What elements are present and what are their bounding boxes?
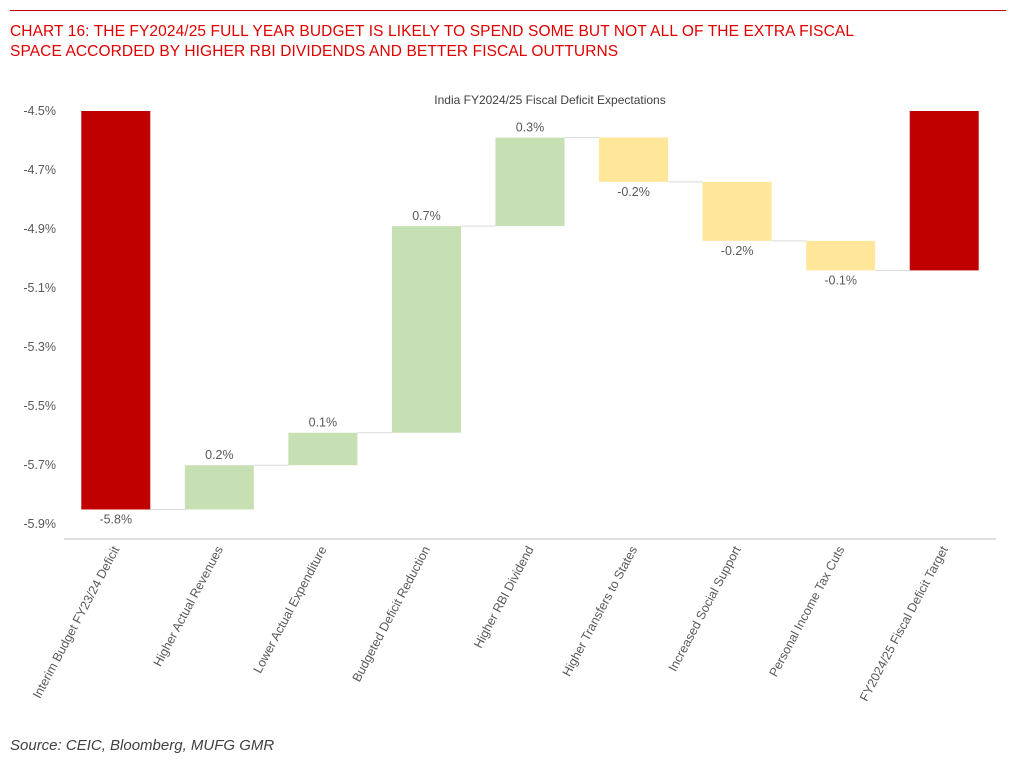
y-tick-label: -5.1% <box>23 281 56 295</box>
data-label: 0.7% <box>412 209 441 223</box>
data-label: -0.1% <box>824 273 857 287</box>
y-tick-label: -4.9% <box>23 222 56 236</box>
bar-increase <box>184 465 254 510</box>
x-tick-label: Higher Actual Revenues <box>151 544 226 669</box>
x-tick-label: Higher RBI Dividend <box>471 544 537 651</box>
chart-heading-line-2: SPACE ACCORDED BY HIGHER RBI DIVIDENDS A… <box>10 43 619 60</box>
x-tick-label: Lower Actual Expenditure <box>251 544 330 676</box>
data-label: 0.1% <box>309 416 338 430</box>
y-tick-label: -5.7% <box>23 458 56 472</box>
y-tick-label: -5.3% <box>23 340 56 354</box>
data-label: -0.2% <box>721 244 754 258</box>
bar-decrease <box>806 240 876 271</box>
top-rule <box>10 10 1006 11</box>
source-note: Source: CEIC, Bloomberg, MUFG GMR <box>10 737 275 754</box>
x-tick-label: Higher Transfers to States <box>560 544 641 679</box>
bar-decrease <box>599 137 669 182</box>
y-tick-label: -4.5% <box>23 104 56 118</box>
bar-increase <box>495 137 565 227</box>
x-tick-label: FY2024/25 Fiscal Deficit Target <box>857 543 951 703</box>
bar-total <box>909 111 979 271</box>
chart-heading-line-1: CHART 16: THE FY2024/25 FULL YEAR BUDGET… <box>10 23 855 40</box>
bar-total <box>81 111 151 510</box>
data-label: -5.8% <box>99 512 132 526</box>
x-tick-label: Budgeted Deficit Reduction <box>350 544 434 684</box>
waterfall-chart: India FY2024/25 Fiscal Deficit Expectati… <box>23 93 996 704</box>
bar-increase <box>288 432 358 466</box>
y-tick-label: -5.5% <box>23 399 56 413</box>
bar-decrease <box>702 181 772 241</box>
bar-increase <box>391 226 461 433</box>
chart-title: India FY2024/25 Fiscal Deficit Expectati… <box>434 93 665 107</box>
chart-heading: CHART 16: THE FY2024/25 FULL YEAR BUDGET… <box>10 22 1010 62</box>
x-tick-label: Personal Income Tax Cuts <box>767 544 848 679</box>
x-tick-label: Increased Social Support <box>666 543 744 673</box>
y-tick-label: -4.7% <box>23 163 56 177</box>
x-tick-label: Interim Budget FY23/24 Deficit <box>30 543 123 700</box>
data-label: -0.2% <box>617 185 650 199</box>
y-tick-label: -5.9% <box>23 517 56 531</box>
data-label: 0.3% <box>516 121 545 135</box>
data-label: 0.2% <box>205 448 234 462</box>
